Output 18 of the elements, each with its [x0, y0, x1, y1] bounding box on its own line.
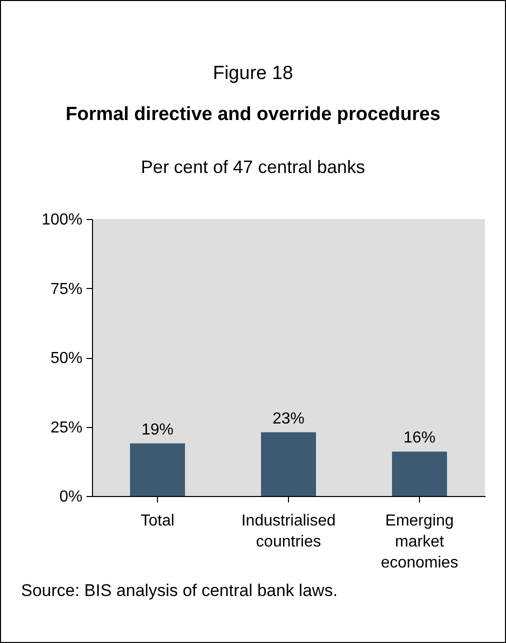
y-tick-label: 0%	[59, 488, 82, 506]
y-tick-label: 50%	[50, 350, 82, 367]
chart-subtitle: Per cent of 47 central banks	[140, 157, 366, 178]
chart-title: Formal directive and override procedures	[64, 103, 442, 126]
y-tick-label: 25%	[50, 419, 82, 436]
y-tick-label: 75%	[50, 280, 82, 298]
x-tick-label: Industrialised countries	[241, 512, 336, 550]
y-tick-label: 100%	[42, 212, 82, 228]
caption: Figure 18	[212, 63, 294, 85]
data-label: 23%	[272, 410, 305, 428]
bar	[392, 452, 447, 496]
data-label: 16%	[403, 430, 436, 447]
x-tick-label: Emerging market economies	[380, 512, 458, 572]
bar	[261, 432, 316, 496]
source-note: Source: BIS analysis of central bank laws.	[21, 581, 338, 601]
data-label: 19%	[141, 421, 174, 438]
bar	[130, 443, 185, 496]
x-tick-label: Total	[140, 512, 174, 530]
